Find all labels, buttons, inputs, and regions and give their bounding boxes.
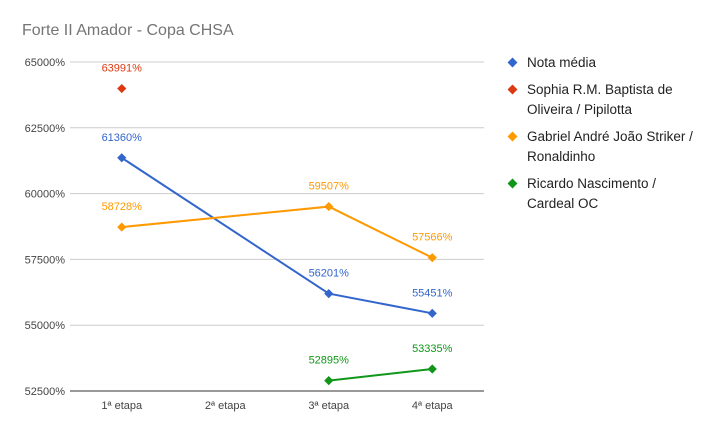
data-point-marker	[427, 253, 437, 263]
data-label: 56201%	[309, 268, 350, 280]
y-tick-label: 62500%	[25, 123, 66, 135]
x-tick-label: 3ª etapa	[308, 400, 350, 412]
y-tick-label: 60000%	[25, 189, 66, 201]
x-tick-label: 1ª etapa	[101, 400, 143, 412]
data-point-marker	[427, 364, 437, 374]
y-tick-label: 52500%	[25, 386, 66, 398]
legend-label: Nota média	[527, 55, 597, 70]
x-tick-label: 4ª etapa	[412, 400, 454, 412]
data-label: 61360%	[102, 132, 143, 144]
legend-item: Ricardo Nascimento / Cardeal OC	[507, 174, 698, 214]
data-point-marker	[117, 153, 127, 163]
series-line	[121, 205, 433, 259]
legend-marker-icon	[507, 178, 518, 189]
legend-item: Sophia R.M. Baptista de Oliveira / Pipil…	[507, 80, 698, 120]
series-line	[328, 368, 433, 382]
data-point-marker	[324, 376, 334, 386]
data-label: 59507%	[309, 181, 350, 193]
legend: Nota média Sophia R.M. Baptista de Olivei…	[507, 53, 698, 221]
data-label: 63991%	[102, 63, 143, 75]
data-label: 57566%	[412, 232, 453, 244]
data-point-marker	[324, 201, 334, 212]
legend-label: Ricardo Nascimento / Cardeal OC	[527, 176, 657, 211]
legend-item: Nota média	[507, 53, 698, 73]
chart-title: Forte II Amador - Copa CHSA	[22, 22, 234, 39]
x-tick-label: 2ª etapa	[205, 400, 247, 412]
y-tick-label: 57500%	[25, 254, 66, 266]
legend-label: Sophia R.M. Baptista de Oliveira / Pipil…	[527, 82, 673, 117]
data-label: 52895%	[309, 355, 350, 367]
legend-marker-icon	[507, 84, 518, 95]
legend-item: Gabriel André João Striker / Ronaldinho	[507, 127, 698, 167]
y-tick-label: 55000%	[25, 320, 66, 332]
legend-marker-icon	[507, 57, 518, 68]
data-point-marker	[324, 288, 334, 299]
y-tick-label: 65000%	[25, 57, 66, 69]
data-label: 53335%	[412, 343, 453, 355]
data-label: 58728%	[102, 201, 143, 213]
data-label: 55451%	[412, 287, 453, 299]
legend-label: Gabriel André João Striker / Ronaldinho	[527, 129, 693, 164]
legend-marker-icon	[507, 131, 518, 142]
data-point-marker	[117, 83, 127, 94]
data-point-marker	[427, 308, 437, 318]
data-point-marker	[117, 222, 127, 232]
